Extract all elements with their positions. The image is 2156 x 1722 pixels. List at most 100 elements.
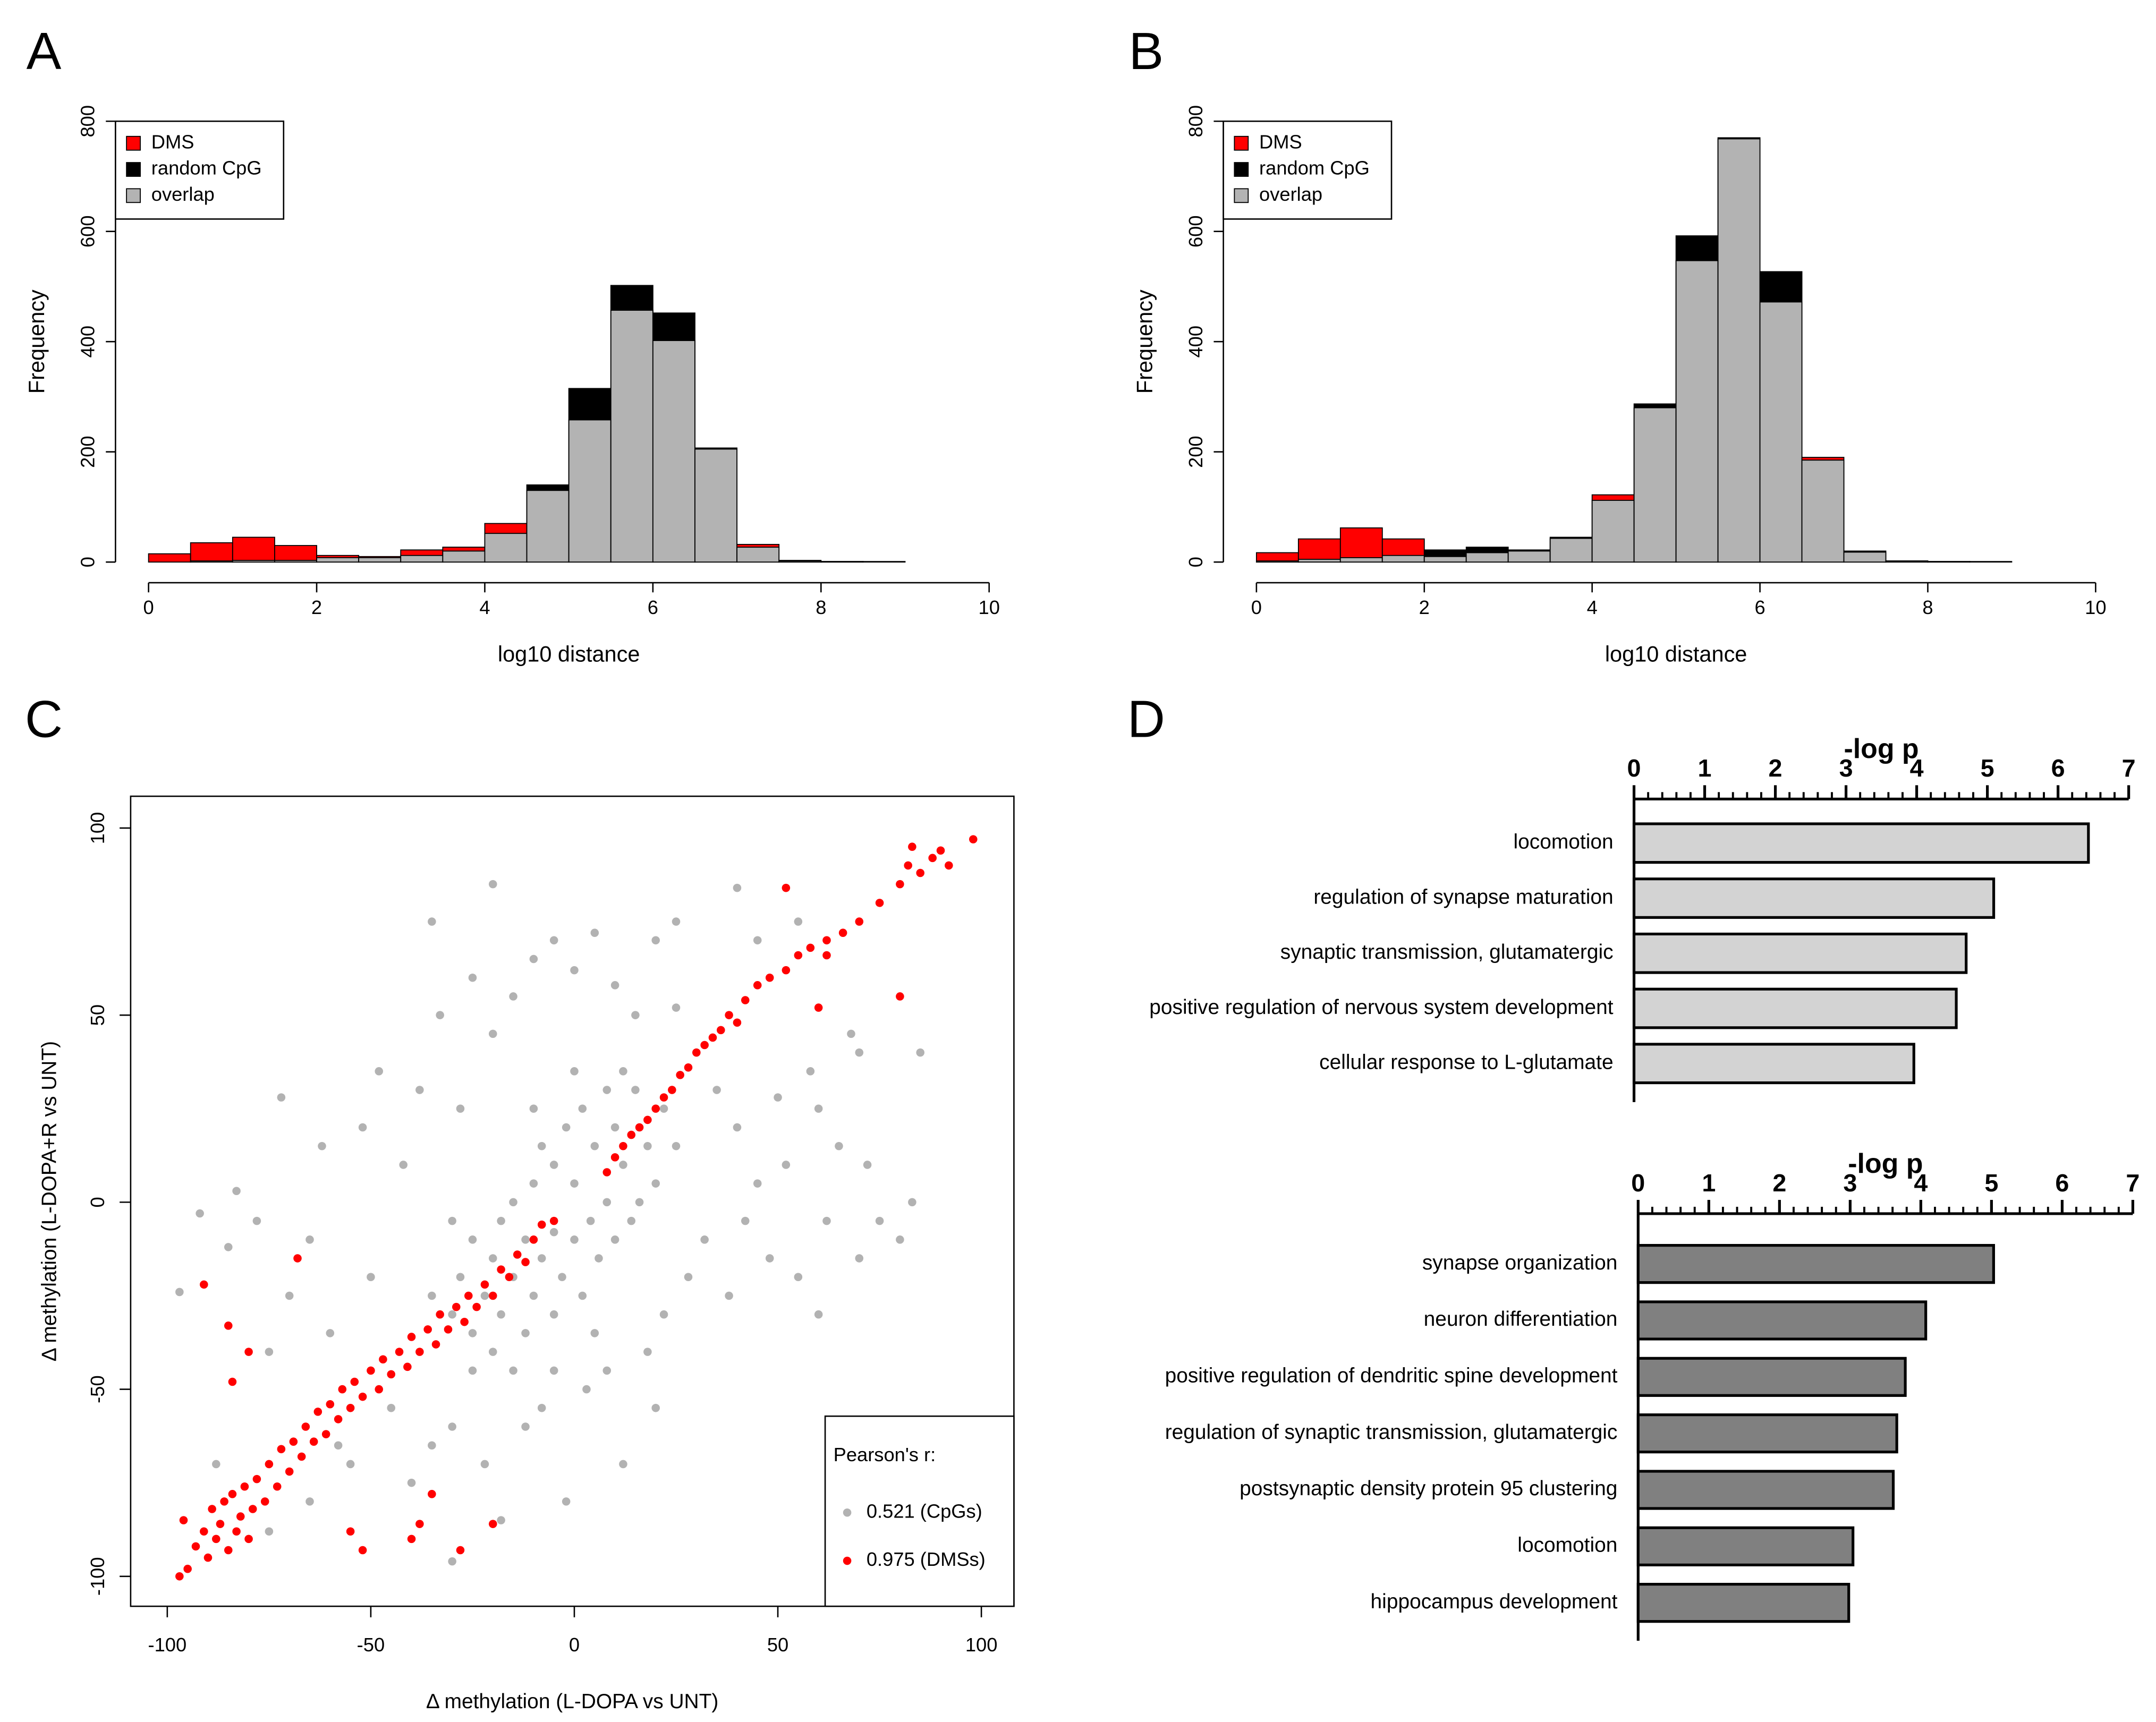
point xyxy=(610,1123,619,1132)
x-tick-label: 100 xyxy=(965,1634,998,1656)
point xyxy=(321,1430,330,1438)
x-tick-label: 5 xyxy=(1984,1169,1998,1197)
bar xyxy=(1632,987,1958,1029)
point xyxy=(488,1029,497,1038)
point xyxy=(659,1104,668,1113)
point xyxy=(602,1168,612,1177)
y-tick-label: 600 xyxy=(77,215,99,248)
x-tick-label: 2 xyxy=(311,596,322,618)
point xyxy=(835,1141,843,1150)
overlap-bar xyxy=(694,448,737,563)
point xyxy=(448,1557,456,1566)
overlap-bar xyxy=(736,547,780,563)
legend-box xyxy=(1223,120,1393,220)
overlap-bar xyxy=(1423,556,1467,563)
legend-swatch xyxy=(126,135,141,151)
point xyxy=(305,1235,314,1244)
point xyxy=(232,1187,241,1196)
bar xyxy=(1636,1244,1995,1284)
x-tick-label: 6 xyxy=(2051,754,2065,782)
point xyxy=(407,1333,416,1341)
point xyxy=(387,1370,396,1379)
x-tick-label: 5 xyxy=(1981,754,1994,782)
point xyxy=(472,1302,481,1311)
overlap-bar xyxy=(610,310,653,563)
point xyxy=(428,1490,436,1498)
point xyxy=(244,1348,253,1356)
point xyxy=(428,917,436,926)
overlap-bar xyxy=(1297,559,1341,563)
x-tick-label: 7 xyxy=(2122,754,2136,782)
point xyxy=(273,1482,282,1491)
y-tick-label: 800 xyxy=(1185,105,1207,138)
point xyxy=(252,1216,261,1225)
point xyxy=(700,1041,709,1050)
point xyxy=(529,1179,538,1188)
y-tick-label: 400 xyxy=(77,326,99,358)
point xyxy=(293,1254,302,1263)
point xyxy=(838,928,847,937)
bar xyxy=(1339,527,1383,563)
point xyxy=(590,1141,599,1150)
x-axis-label: log10 distance xyxy=(498,642,640,667)
point xyxy=(346,1527,355,1536)
point xyxy=(896,992,904,1001)
point xyxy=(480,1460,489,1469)
point xyxy=(326,1400,335,1409)
point xyxy=(741,1216,750,1225)
point xyxy=(672,1003,681,1012)
y-tick-label: 400 xyxy=(1185,326,1207,358)
x-tick-label: 10 xyxy=(979,596,1000,618)
point xyxy=(428,1291,436,1300)
overlap-bar xyxy=(358,557,402,563)
point xyxy=(782,1161,791,1169)
x-tick-label: 0 xyxy=(143,596,154,618)
point xyxy=(497,1310,505,1319)
point xyxy=(578,1291,587,1300)
x-tick-label: 6 xyxy=(2055,1169,2069,1197)
point xyxy=(814,1310,823,1319)
point xyxy=(782,966,791,975)
point xyxy=(945,861,953,870)
point xyxy=(395,1348,404,1356)
category-label: hippocampus development xyxy=(1371,1590,1618,1613)
legend-label: random CpG xyxy=(151,157,262,179)
x-tick-label: 1 xyxy=(1702,1169,1716,1197)
point xyxy=(806,943,815,952)
overlap-bar xyxy=(316,557,360,563)
point xyxy=(733,1018,742,1027)
point xyxy=(183,1564,192,1573)
point xyxy=(619,1067,627,1076)
point xyxy=(456,1273,465,1282)
x-tick-label: 0 xyxy=(1631,1169,1645,1197)
axis-title: -log p xyxy=(1844,733,1919,764)
point xyxy=(700,1235,709,1244)
point xyxy=(570,1067,579,1076)
legend-swatch xyxy=(126,188,141,203)
category-label: synapse organization xyxy=(1422,1251,1618,1274)
point xyxy=(480,1280,489,1289)
point xyxy=(224,1322,233,1330)
overlap-bar xyxy=(1507,550,1551,563)
category-label: neuron differentiation xyxy=(1424,1308,1618,1331)
point xyxy=(631,1011,640,1019)
point xyxy=(904,861,912,870)
point xyxy=(488,1291,497,1300)
point xyxy=(590,1329,599,1337)
point xyxy=(863,1161,872,1169)
point xyxy=(313,1408,322,1416)
point xyxy=(708,1033,717,1042)
point xyxy=(659,1310,668,1319)
point xyxy=(855,1048,864,1057)
point xyxy=(244,1535,253,1544)
x-tick-label: 0 xyxy=(569,1634,580,1656)
point xyxy=(725,1011,733,1019)
overlap-bar xyxy=(1255,560,1299,563)
point xyxy=(277,1445,286,1454)
point xyxy=(651,1179,660,1188)
point xyxy=(529,1235,538,1244)
legend-box xyxy=(115,120,285,220)
point xyxy=(651,1404,660,1412)
x-tick-label: 3 xyxy=(1839,754,1853,782)
point xyxy=(602,1366,612,1375)
